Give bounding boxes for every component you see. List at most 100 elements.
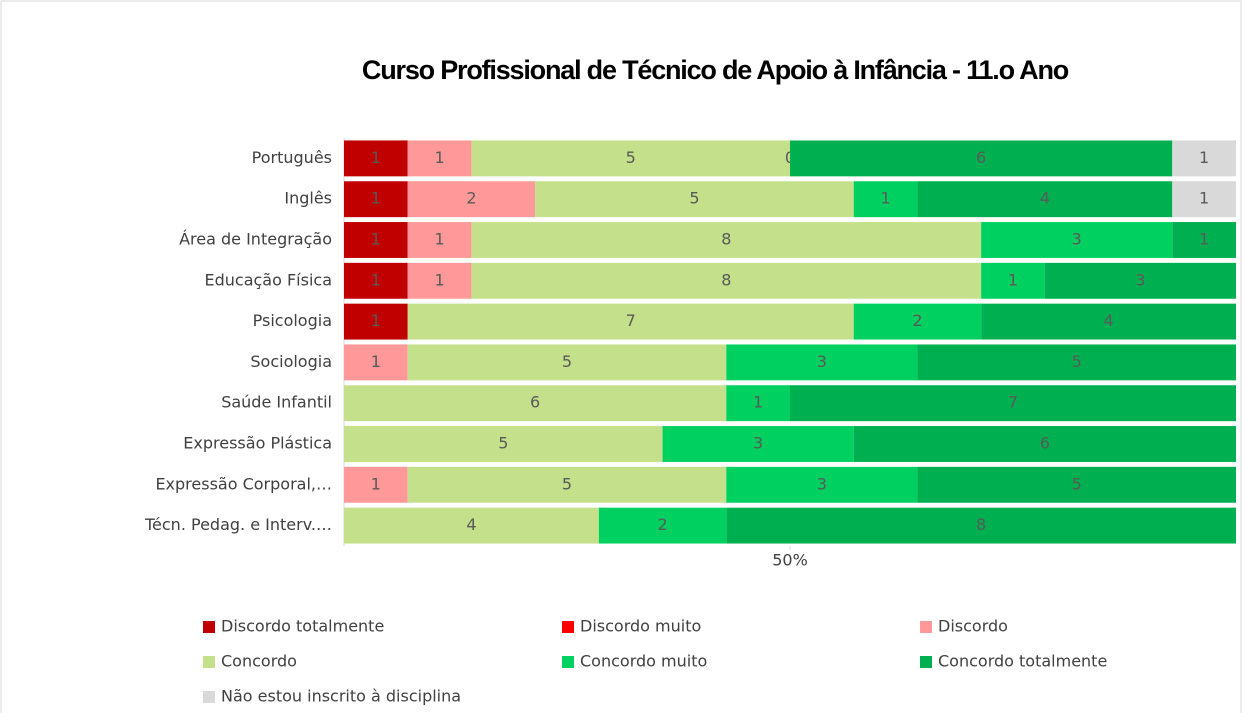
legend-label: Não estou inscrito à disciplina [221, 687, 461, 706]
data-label: 1 [371, 311, 381, 330]
data-label: 4 [1040, 189, 1050, 208]
bar-segment [981, 262, 1045, 299]
y-tick-label: Sociologia [250, 352, 332, 371]
y-tick-label: Saúde Infantil [221, 393, 332, 412]
bar-segment [344, 222, 408, 258]
bar-segment [407, 181, 536, 218]
bar-segment [344, 426, 663, 462]
bar-segment [981, 303, 1236, 340]
data-label: 3 [817, 352, 827, 371]
legend-label: Concordo [221, 652, 297, 671]
bar-segment [407, 344, 727, 381]
data-label: 3 [1072, 230, 1082, 249]
data-label: 1 [371, 189, 381, 208]
legend-label: Discordo muito [580, 617, 701, 636]
x-tick-label: 50% [772, 551, 808, 570]
data-label: 1 [371, 148, 381, 167]
legend-label: Discordo [938, 617, 1008, 636]
bar-segment [344, 385, 727, 422]
data-label: 8 [976, 515, 986, 534]
legend-swatch [562, 621, 574, 633]
data-label: 1 [371, 474, 381, 493]
data-label: 1 [1199, 189, 1209, 208]
legend-swatch [920, 656, 932, 668]
y-tick-label: Expressão Corporal,… [155, 474, 332, 493]
legend-label: Concordo muito [580, 652, 707, 671]
y-tick-label: Inglês [284, 189, 332, 208]
data-label: 3 [817, 474, 827, 493]
data-label: 5 [562, 352, 572, 371]
data-label: 1 [371, 230, 381, 249]
bar-segment [726, 385, 790, 422]
data-label: 1 [371, 270, 381, 289]
bar-segment [726, 466, 918, 503]
data-label: 7 [626, 311, 636, 330]
data-label: 5 [689, 189, 699, 208]
bar-segment [981, 222, 1173, 258]
legend-swatch [203, 691, 215, 703]
legend-label: Discordo totalmente [221, 617, 384, 636]
data-label: 1 [434, 230, 444, 249]
bar-segment [1172, 222, 1236, 258]
y-tick-label: Técn. Pedag. e Interv.… [144, 515, 332, 534]
bar-segment [917, 344, 1236, 381]
data-label: 3 [1135, 270, 1145, 289]
data-label: 6 [976, 148, 986, 167]
data-label: 1 [371, 352, 381, 371]
y-tick-label: Psicologia [253, 311, 332, 330]
data-label: 5 [562, 474, 572, 493]
data-label: 1 [1199, 230, 1209, 249]
bar-segment [344, 140, 408, 177]
data-label: 1 [1199, 148, 1209, 167]
bar-segment [344, 507, 599, 544]
bar-segment [344, 262, 408, 299]
bar-segment [1172, 140, 1236, 177]
bar-segment [407, 262, 472, 299]
data-label: 5 [1072, 474, 1082, 493]
legend-swatch [203, 656, 215, 668]
bar-segment [535, 181, 854, 218]
bar-segment [407, 140, 472, 177]
bar-segment [726, 344, 918, 381]
bar-segment [1172, 181, 1236, 218]
bar-segment [662, 426, 854, 462]
data-label: 5 [1072, 352, 1082, 371]
legend-swatch [203, 621, 215, 633]
data-label: 6 [530, 393, 540, 412]
data-label: 5 [626, 148, 636, 167]
bar-segment [790, 385, 1236, 422]
data-label: 1 [434, 270, 444, 289]
data-label: 2 [466, 189, 476, 208]
data-label: 8 [721, 230, 731, 249]
bar-segment [726, 507, 1236, 544]
bar-segment [853, 426, 1236, 462]
bar-segment [344, 303, 408, 340]
bar-segment [407, 303, 854, 340]
data-label: 5 [498, 434, 508, 453]
bar-segment [407, 222, 472, 258]
data-label: 1 [753, 393, 763, 412]
bar-segment [471, 262, 982, 299]
y-tick-label: Área de Integração [179, 230, 332, 249]
legend-label: Concordo totalmente [938, 652, 1107, 671]
legend-swatch [562, 656, 574, 668]
bar-segment [344, 181, 408, 218]
y-tick-label: Expressão Plástica [183, 434, 332, 453]
data-label: 4 [1103, 311, 1113, 330]
data-label: 1 [434, 148, 444, 167]
bar-segment [471, 222, 982, 258]
data-label: 1 [1008, 270, 1018, 289]
bar-segment [598, 507, 727, 544]
bar-segment [344, 344, 408, 381]
data-label: 2 [657, 515, 667, 534]
data-label: 7 [1008, 393, 1018, 412]
data-label: 1 [880, 189, 890, 208]
bar-segment [790, 140, 1173, 177]
bar-segment [853, 181, 918, 218]
legend-swatch [920, 621, 932, 633]
data-label: 8 [721, 270, 731, 289]
data-label: 2 [912, 311, 922, 330]
bar-segment [917, 181, 1173, 218]
data-label: 6 [1040, 434, 1050, 453]
